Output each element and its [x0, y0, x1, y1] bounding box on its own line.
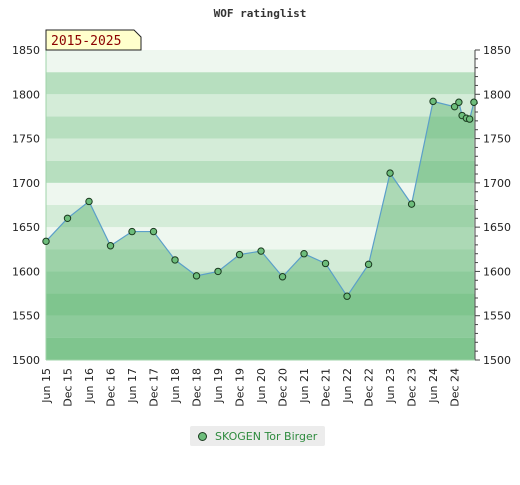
y-tick-label-right: 1600 — [483, 265, 511, 278]
data-marks — [42, 97, 478, 300]
y-tick-label-right: 1550 — [483, 310, 511, 323]
x-tick-label: Dec 15 — [62, 368, 75, 407]
y-tick-label-right: 1650 — [483, 221, 511, 234]
x-tick-label: Jun 21 — [298, 368, 311, 404]
data-point — [386, 169, 394, 177]
data-point — [257, 247, 265, 255]
y-tick-label-right: 1750 — [483, 133, 511, 146]
y-tick-label-left: 1700 — [12, 177, 40, 190]
series-area — [46, 101, 474, 360]
band — [46, 138, 475, 161]
band — [46, 271, 475, 294]
band — [46, 116, 475, 139]
band — [46, 337, 475, 360]
data-point — [171, 256, 179, 264]
band — [46, 72, 475, 95]
y-tick-label-left: 1750 — [12, 133, 40, 146]
y-tick-label-right: 1800 — [483, 88, 511, 101]
legend: SKOGEN Tor Birger — [190, 426, 326, 446]
data-point — [407, 200, 416, 208]
x-tick-label: Dec 17 — [148, 368, 161, 407]
x-tick-label: Dec 19 — [234, 368, 247, 407]
data-point — [343, 292, 351, 300]
data-point — [106, 242, 115, 250]
data-point — [278, 273, 287, 281]
y-tick-label-left: 1600 — [12, 265, 40, 278]
x-tick-label: Jun 15 — [40, 368, 53, 404]
band — [46, 182, 475, 205]
data-point — [450, 102, 459, 111]
data-point — [235, 250, 244, 259]
band — [46, 94, 475, 117]
x-tick-label: Dec 23 — [406, 368, 419, 407]
x-tick-label: Dec 20 — [277, 368, 290, 407]
legend-marker — [198, 431, 207, 441]
data-point — [300, 250, 308, 258]
badge-shape — [45, 29, 142, 51]
y-tick-label-left: 1500 — [12, 354, 40, 367]
chart-title: WOF ratinglist — [214, 7, 307, 20]
legend-label: SKOGEN Tor Birger — [215, 429, 318, 443]
x-tick-label: Dec 18 — [191, 368, 204, 407]
x-tick-label: Jun 19 — [212, 368, 225, 404]
data-point — [214, 267, 222, 276]
data-point — [429, 97, 437, 106]
x-tick-label: Jun 23 — [384, 368, 397, 404]
range-badge: 2015-2025 — [45, 29, 142, 51]
y-tick-label-right: 1700 — [483, 177, 511, 190]
badge-text: 2015-2025 — [51, 34, 121, 49]
data-point — [85, 197, 93, 206]
x-tick-label: Jun 20 — [255, 368, 268, 404]
data-point — [470, 98, 478, 106]
data-point — [128, 227, 136, 236]
data-point — [42, 237, 50, 246]
band — [46, 315, 475, 338]
x-tick-label: Dec 24 — [449, 368, 462, 407]
x-tick-label: Jun 17 — [126, 368, 139, 404]
data-point — [465, 115, 474, 123]
x-tick-label: Jun 22 — [341, 368, 354, 404]
y-tick-label-left: 1850 — [12, 44, 40, 57]
y-tick-label-left: 1550 — [12, 310, 40, 323]
band — [46, 293, 475, 316]
x-tick-label: Jun 16 — [83, 368, 96, 404]
band — [46, 160, 475, 183]
y-tick-label-right: 1850 — [483, 44, 511, 57]
data-point — [321, 259, 330, 268]
background-bands — [46, 50, 475, 360]
x-tick-label: Dec 21 — [320, 368, 333, 407]
x-tick-label: Jun 24 — [427, 368, 440, 404]
data-point — [364, 260, 373, 269]
y-tick-label-left: 1650 — [12, 221, 40, 234]
y-tick-label-right: 1500 — [483, 354, 511, 367]
data-point — [63, 214, 72, 222]
data-point — [455, 98, 463, 106]
band — [46, 50, 475, 73]
x-tick-label: Dec 22 — [363, 368, 376, 407]
axes: 1500 1500 1550 1550 1600 1600 1650 1650 1700 1700… — [12, 44, 511, 407]
x-tick-label: Dec 16 — [105, 368, 118, 407]
band — [46, 205, 475, 228]
data-point — [149, 227, 158, 236]
data-point — [192, 272, 201, 280]
x-tick-label: Jun 18 — [169, 368, 182, 404]
y-tick-label-left: 1800 — [12, 88, 40, 101]
